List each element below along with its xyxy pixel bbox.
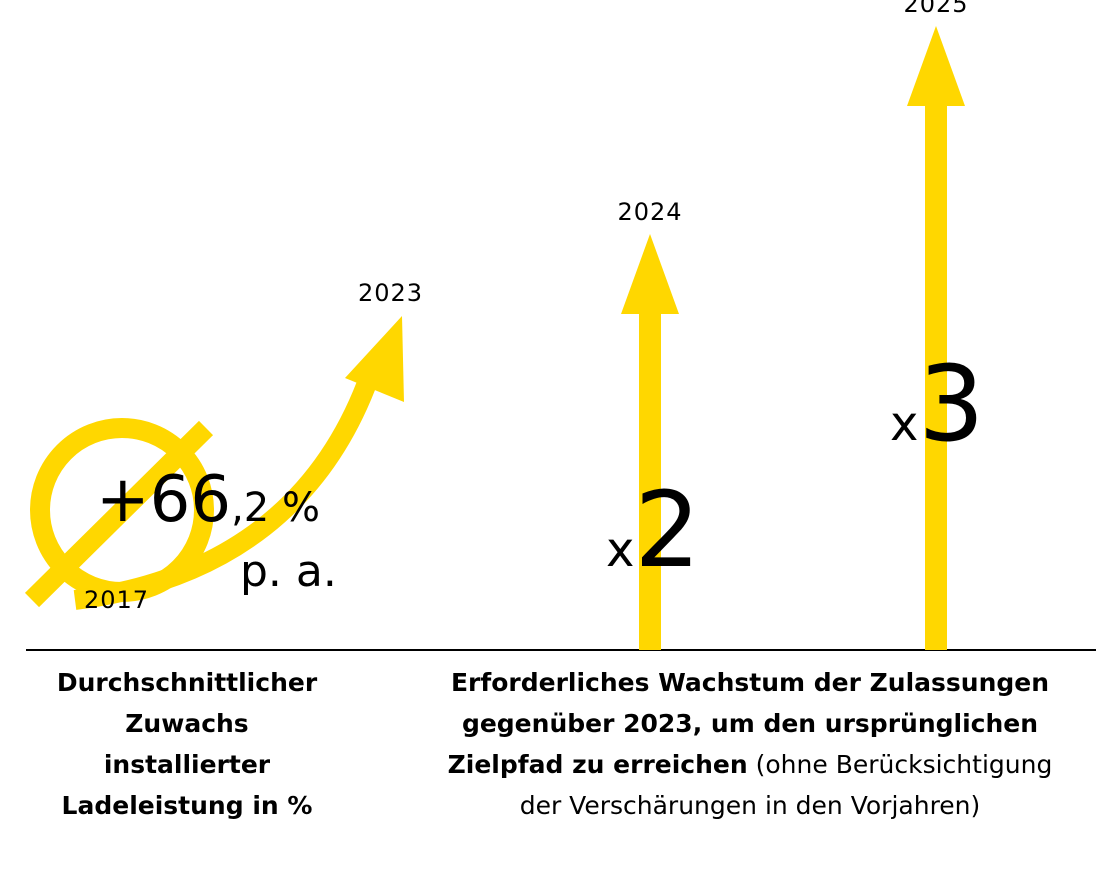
year-label-2025: 2025 bbox=[903, 0, 968, 18]
value-label-2025: x3 bbox=[890, 343, 985, 465]
value-label-2024: x2 bbox=[606, 469, 701, 591]
growth-arrow-head bbox=[345, 316, 404, 402]
caption-right-bold: gegenüber 2023, um den ursprünglichen bbox=[461, 709, 1039, 738]
caption-right-bold: Erforderliches Wachstum der Zulassungen bbox=[450, 668, 1050, 697]
year-label-start: 2017 bbox=[84, 586, 149, 614]
caption-left-line: installierter bbox=[103, 750, 271, 779]
caption-left-line: Ladeleistung in % bbox=[61, 791, 313, 820]
growth-value: +66,2 % bbox=[96, 463, 320, 537]
caption-right-bold: Zielpfad zu erreichen bbox=[447, 750, 748, 779]
bar-arrow-shaft-2024 bbox=[639, 312, 661, 650]
caption-left: Durchschnittlicher Zuwachs installierter… bbox=[30, 662, 344, 826]
caption-right-normal: der Verschärungen in den Vorjahren) bbox=[519, 791, 981, 820]
growth-arrow-shaft bbox=[73, 371, 380, 610]
caption-left-line: Zuwachs bbox=[125, 709, 249, 738]
bar-arrow-head-2025 bbox=[907, 26, 965, 106]
growth-unit: p. a. bbox=[240, 546, 337, 597]
year-label-end: 2023 bbox=[358, 279, 423, 307]
growth-arrow bbox=[73, 316, 404, 610]
bar-arrows: 2024 x2 2025 x3 bbox=[606, 0, 985, 650]
growth-value-decimal: ,2 % bbox=[231, 485, 320, 531]
caption-left-line: Durchschnittlicher bbox=[56, 668, 318, 697]
bar-arrow-shaft-2025 bbox=[925, 104, 947, 650]
caption-right-normal: (ohne Berücksichtigung bbox=[747, 750, 1053, 779]
growth-value-main: +66 bbox=[96, 463, 231, 537]
caption-right: Erforderliches Wachstum der Zulassungen … bbox=[410, 662, 1090, 826]
diameter-slash bbox=[24, 420, 214, 608]
year-label-2024: 2024 bbox=[617, 198, 682, 226]
bar-arrow-head-2024 bbox=[621, 234, 679, 314]
